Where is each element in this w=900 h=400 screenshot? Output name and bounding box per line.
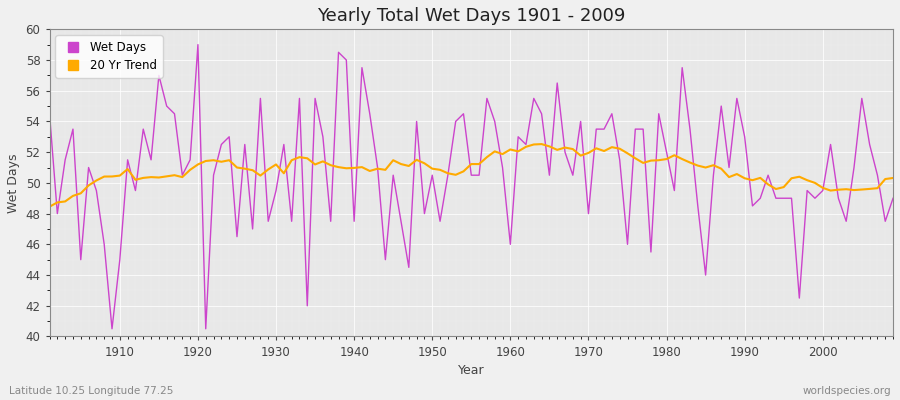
Wet Days — [114, 257, 125, 262]
Title: Yearly Total Wet Days 1901 - 2009: Yearly Total Wet Days 1901 - 2009 — [317, 7, 626, 25]
Legend: Wet Days, 20 Yr Trend: Wet Days, 20 Yr Trend — [56, 35, 163, 78]
Wet Days — [341, 58, 352, 62]
Wet Days — [44, 111, 55, 116]
20 Yr Trend — [505, 147, 516, 152]
Line: 20 Yr Trend: 20 Yr Trend — [50, 144, 893, 207]
20 Yr Trend — [887, 176, 898, 180]
Wet Days — [513, 134, 524, 139]
Text: Latitude 10.25 Longitude 77.25: Latitude 10.25 Longitude 77.25 — [9, 386, 174, 396]
Y-axis label: Wet Days: Wet Days — [7, 153, 20, 213]
Wet Days — [106, 326, 117, 331]
20 Yr Trend — [278, 171, 289, 176]
20 Yr Trend — [325, 163, 336, 168]
Wet Days — [520, 142, 531, 147]
Wet Days — [887, 196, 898, 201]
20 Yr Trend — [44, 204, 55, 209]
Line: Wet Days: Wet Days — [50, 45, 893, 329]
Wet Days — [193, 42, 203, 47]
Wet Days — [294, 96, 305, 101]
20 Yr Trend — [106, 174, 117, 179]
Wet Days — [615, 158, 626, 162]
20 Yr Trend — [536, 142, 547, 146]
X-axis label: Year: Year — [458, 364, 484, 377]
20 Yr Trend — [497, 152, 508, 156]
20 Yr Trend — [607, 145, 617, 150]
Text: worldspecies.org: worldspecies.org — [803, 386, 891, 396]
